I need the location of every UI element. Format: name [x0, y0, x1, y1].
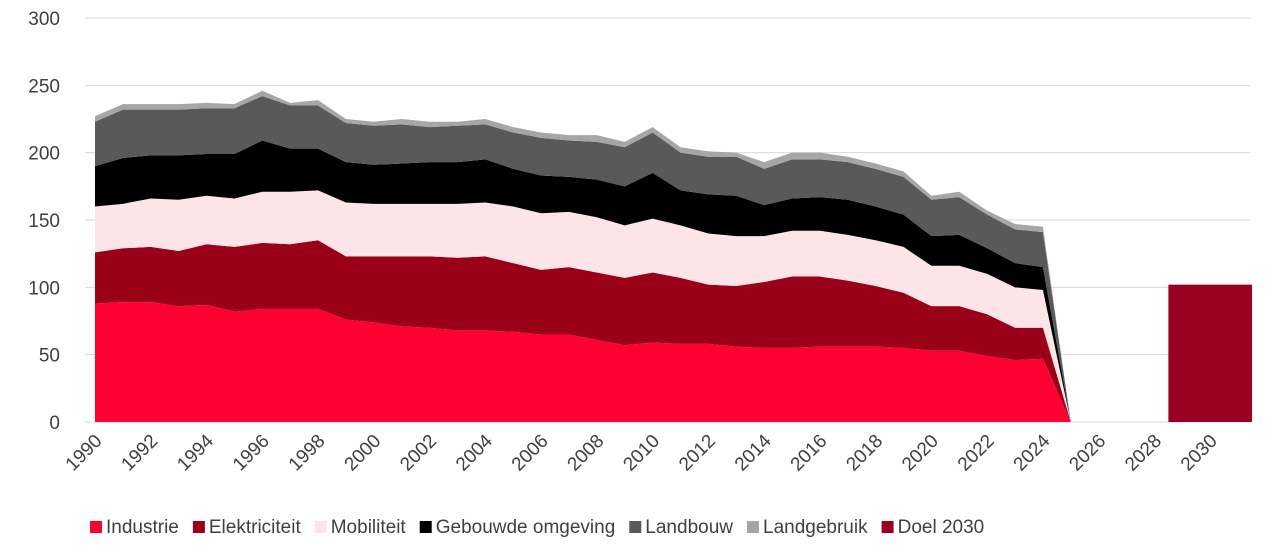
- x-tick-label: 2016: [787, 431, 832, 476]
- legend-label: Elektriciteit: [209, 517, 302, 538]
- x-tick-label: 2014: [731, 430, 776, 475]
- x-tick-label: 2000: [341, 431, 386, 476]
- y-tick-label: 200: [28, 144, 60, 165]
- legend-label: Doel 2030: [898, 517, 985, 538]
- legend-label: Industrie: [106, 517, 179, 538]
- x-tick-label: 2022: [954, 431, 999, 476]
- y-tick-label: 50: [39, 346, 60, 367]
- y-tick-label: 150: [28, 211, 60, 232]
- x-tick-label: 2006: [508, 431, 553, 476]
- legend-label: Landgebruik: [763, 517, 868, 538]
- x-tick-label: 2028: [1121, 431, 1166, 476]
- x-tick-label: 2018: [842, 431, 887, 476]
- y-tick-label: 0: [49, 413, 60, 434]
- x-tick-label: 2026: [1065, 431, 1110, 476]
- x-tick-label: 2012: [675, 431, 720, 476]
- area: [95, 96, 1071, 423]
- legend-swatch: [881, 521, 894, 533]
- x-tick-label: 2030: [1177, 431, 1222, 476]
- x-tick-label: 2004: [452, 430, 497, 475]
- x-tick-label: 2010: [619, 431, 664, 476]
- x-tick-label: 1990: [62, 431, 107, 476]
- legend-swatch: [90, 521, 102, 533]
- legend-label: Mobiliteit: [331, 517, 407, 538]
- y-tick-label: 300: [28, 9, 60, 30]
- legend-swatch: [192, 521, 205, 533]
- legend-swatch: [314, 521, 327, 533]
- legend-label: Gebouwde omgeving: [436, 517, 616, 538]
- area: [95, 240, 1071, 422]
- x-tick-label: 2008: [564, 431, 609, 476]
- x-tick-label: 1998: [285, 431, 330, 476]
- x-tick-label: 1994: [173, 430, 218, 475]
- y-tick-label: 250: [28, 76, 60, 97]
- bar: [1168, 284, 1253, 422]
- x-tick-label: 2002: [396, 431, 441, 476]
- x-tick-label: 1992: [118, 431, 163, 476]
- legend-swatch: [419, 521, 432, 533]
- legend-label: Landbouw: [645, 517, 733, 538]
- x-tick-label: 2020: [898, 431, 943, 476]
- y-tick-label: 100: [28, 278, 60, 299]
- area: [95, 302, 1071, 422]
- area: [95, 140, 1071, 422]
- x-tick-label: 1996: [229, 431, 274, 476]
- x-tick-label: 2024: [1010, 430, 1055, 475]
- area: [95, 190, 1071, 422]
- legend-swatch: [629, 521, 642, 533]
- legend-swatch: [747, 521, 759, 533]
